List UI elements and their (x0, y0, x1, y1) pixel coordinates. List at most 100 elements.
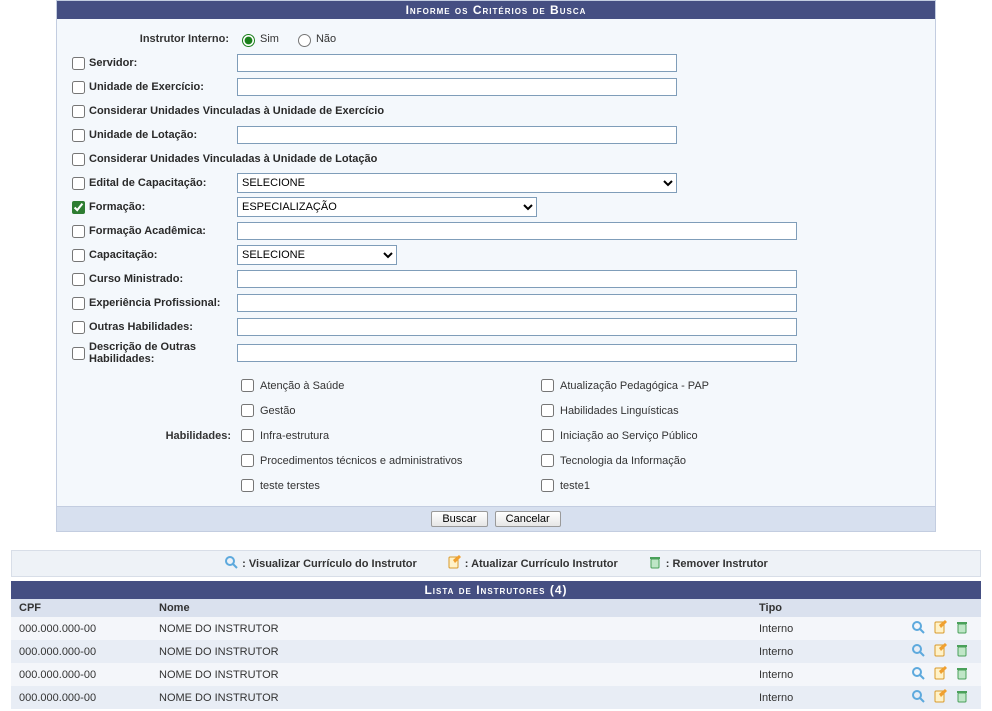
chk-formacao[interactable] (72, 201, 85, 214)
cell-nome: NOME DO INSTRUTOR (151, 663, 751, 686)
edit-action-icon[interactable] (933, 620, 947, 637)
remove-action-icon[interactable] (955, 689, 969, 706)
radio-nao-input[interactable] (298, 34, 311, 47)
cell-nome: NOME DO INSTRUTOR (151, 617, 751, 640)
lbl-considerar-exercicio: Considerar Unidades Vinculadas à Unidade… (89, 105, 388, 117)
chk-servidor[interactable] (72, 57, 85, 70)
table-row: 000.000.000-00NOME DO INSTRUTORInterno (11, 640, 981, 663)
row-unidade-lotacao: Unidade de Lotação: (67, 123, 925, 147)
chk-unidade-exercicio[interactable] (72, 81, 85, 94)
remove-action-icon[interactable] (955, 620, 969, 637)
chk-unidade-lotacao[interactable] (72, 129, 85, 142)
input-descricao-outras[interactable] (237, 344, 797, 362)
select-capacitacao[interactable]: SELECIONE (237, 245, 397, 265)
cell-cpf: 000.000.000-00 (11, 640, 151, 663)
skill-checkbox[interactable] (541, 454, 554, 467)
legend-edit: : Atualizar Currículo Instrutor (447, 555, 618, 572)
legend-view: : Visualizar Currículo do Instrutor (224, 555, 417, 572)
skills-row: Infra-estrutura Iniciação ao Serviço Públ… (237, 423, 925, 448)
view-action-icon[interactable] (911, 689, 925, 706)
edit-icon (447, 555, 461, 572)
th-actions (871, 599, 981, 617)
skill-label: Infra-estrutura (260, 430, 329, 442)
row-considerar-lotacao: Considerar Unidades Vinculadas à Unidade… (67, 147, 925, 171)
lbl-formacao: Formação: (89, 201, 237, 213)
skill-item: Tecnologia da Informação (537, 451, 925, 470)
chk-curso-ministrado[interactable] (72, 273, 85, 286)
lbl-considerar-lotacao: Considerar Unidades Vinculadas à Unidade… (89, 153, 381, 165)
lbl-habilidades: Habilidades: (67, 373, 237, 498)
skill-item: teste1 (537, 476, 925, 495)
radio-sim[interactable]: Sim (237, 31, 279, 47)
buscar-button[interactable]: Buscar (431, 511, 487, 527)
skill-checkbox[interactable] (241, 479, 254, 492)
remove-action-icon[interactable] (955, 666, 969, 683)
chk-capacitacao[interactable] (72, 249, 85, 262)
chk-outras-habilidades[interactable] (72, 321, 85, 334)
skill-label: Gestão (260, 405, 295, 417)
trash-icon (648, 555, 662, 572)
cell-cpf: 000.000.000-00 (11, 686, 151, 709)
skill-checkbox[interactable] (241, 404, 254, 417)
skill-item: Atenção à Saúde (237, 376, 537, 395)
input-unidade-exercicio[interactable] (237, 78, 677, 96)
select-formacao[interactable]: ESPECIALIZAÇÃO (237, 197, 537, 217)
chk-edital[interactable] (72, 177, 85, 190)
skill-item: Iniciação ao Serviço Público (537, 426, 925, 445)
edit-action-icon[interactable] (933, 643, 947, 660)
table-header-row: CPF Nome Tipo (11, 599, 981, 617)
input-outras-habilidades[interactable] (237, 318, 797, 336)
skill-checkbox[interactable] (241, 379, 254, 392)
row-formacao: Formação: ESPECIALIZAÇÃO (67, 195, 925, 219)
row-unidade-exercicio: Unidade de Exercício: (67, 75, 925, 99)
view-action-icon[interactable] (911, 666, 925, 683)
chk-experiencia[interactable] (72, 297, 85, 310)
edit-action-icon[interactable] (933, 689, 947, 706)
table-row: 000.000.000-00NOME DO INSTRUTORInterno (11, 686, 981, 709)
instrutores-table: CPF Nome Tipo 000.000.000-00NOME DO INST… (11, 599, 981, 709)
skill-item: Gestão (237, 401, 537, 420)
skill-checkbox[interactable] (241, 429, 254, 442)
radio-nao[interactable]: Não (293, 31, 336, 47)
lbl-formacao-academica: Formação Acadêmica: (89, 225, 237, 237)
lbl-outras-habilidades: Outras Habilidades: (89, 321, 237, 333)
lbl-unidade-lotacao: Unidade de Lotação: (89, 129, 237, 141)
input-unidade-lotacao[interactable] (237, 126, 677, 144)
row-descricao-outras: Descrição de Outras Habilidades: (67, 339, 925, 367)
chk-descricao-outras[interactable] (72, 347, 85, 360)
instrutor-interno-row: Instrutor Interno: Sim Não (67, 25, 925, 51)
skill-item: Atualização Pedagógica - PAP (537, 376, 925, 395)
input-formacao-academica[interactable] (237, 222, 797, 240)
view-action-icon[interactable] (911, 620, 925, 637)
edit-action-icon[interactable] (933, 666, 947, 683)
cell-actions (871, 640, 981, 663)
select-edital[interactable]: SELECIONE (237, 173, 677, 193)
cancelar-button[interactable]: Cancelar (495, 511, 561, 527)
skill-checkbox[interactable] (541, 429, 554, 442)
skill-item: Habilidades Linguísticas (537, 401, 925, 420)
remove-action-icon[interactable] (955, 643, 969, 660)
row-servidor: Servidor: (67, 51, 925, 75)
list-title: Lista de Instrutores (4) (11, 581, 981, 599)
skill-label: Habilidades Linguísticas (560, 405, 679, 417)
chk-considerar-exercicio[interactable] (72, 105, 85, 118)
radio-sim-input[interactable] (242, 34, 255, 47)
input-servidor[interactable] (237, 54, 677, 72)
chk-formacao-academica[interactable] (72, 225, 85, 238)
view-action-icon[interactable] (911, 643, 925, 660)
skill-checkbox[interactable] (541, 379, 554, 392)
cell-cpf: 000.000.000-00 (11, 663, 151, 686)
skill-checkbox[interactable] (541, 404, 554, 417)
chk-considerar-lotacao[interactable] (72, 153, 85, 166)
lbl-unidade-exercicio: Unidade de Exercício: (89, 81, 237, 93)
input-curso-ministrado[interactable] (237, 270, 797, 288)
cell-nome: NOME DO INSTRUTOR (151, 686, 751, 709)
input-experiencia[interactable] (237, 294, 797, 312)
skill-checkbox[interactable] (241, 454, 254, 467)
legend-edit-text: : Atualizar Currículo Instrutor (465, 558, 618, 570)
skill-checkbox[interactable] (541, 479, 554, 492)
radio-sim-label: Sim (260, 33, 279, 45)
skill-label: Tecnologia da Informação (560, 455, 686, 467)
lbl-servidor: Servidor: (89, 57, 237, 69)
cell-nome: NOME DO INSTRUTOR (151, 640, 751, 663)
